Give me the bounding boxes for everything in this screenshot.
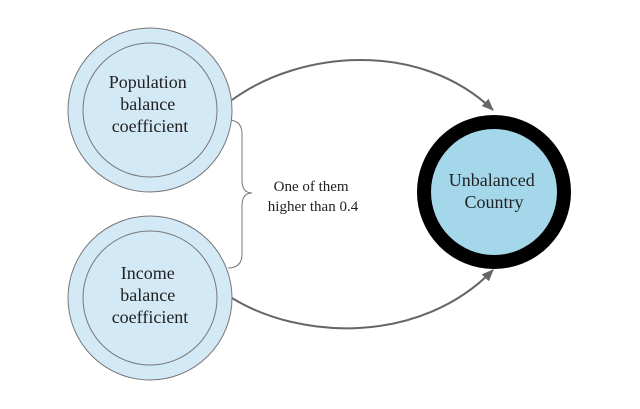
node-unbalanced-label-line-2: Country: [464, 192, 523, 212]
node-income-inner-ring: [82, 230, 218, 366]
node-unbalanced-ring: [417, 115, 571, 269]
svg-text:Population balance: Population balance coefficient: [109, 72, 192, 136]
node-unbalanced-country: Unbalanced Country: [417, 115, 571, 269]
node-income-balance: Income balance coefficient: [67, 215, 233, 381]
node-population-inner-ring: [82, 42, 218, 178]
node-income-label-line-1: Income: [121, 263, 175, 283]
node-population-label-line-2: balance: [120, 94, 175, 114]
arrow-population-to-unbalanced: [231, 59, 494, 111]
arrow-income-to-unbalanced: [231, 269, 494, 330]
node-income-label-line-2: balance: [120, 285, 175, 305]
grouping-brace: [227, 119, 253, 269]
svg-text:One of them higher than 0.: One of them higher than 0.4: [268, 179, 359, 215]
node-unbalanced-label-line-1: Unbalanced: [449, 170, 535, 190]
condition-label-line-2: higher than 0.4: [268, 199, 359, 215]
condition-label-line-1: One of them: [274, 179, 349, 195]
node-population-label-line-1: Population: [109, 72, 187, 92]
node-population-balance: Population balance coefficient: [67, 27, 233, 193]
node-population-label-line-3: coefficient: [112, 116, 189, 136]
node-income-label-line-3: coefficient: [112, 307, 189, 327]
svg-text:Income balance coe: Income balance coefficient: [112, 263, 189, 327]
svg-text:Unbalanced Country: Unbalanced Country: [449, 170, 539, 212]
